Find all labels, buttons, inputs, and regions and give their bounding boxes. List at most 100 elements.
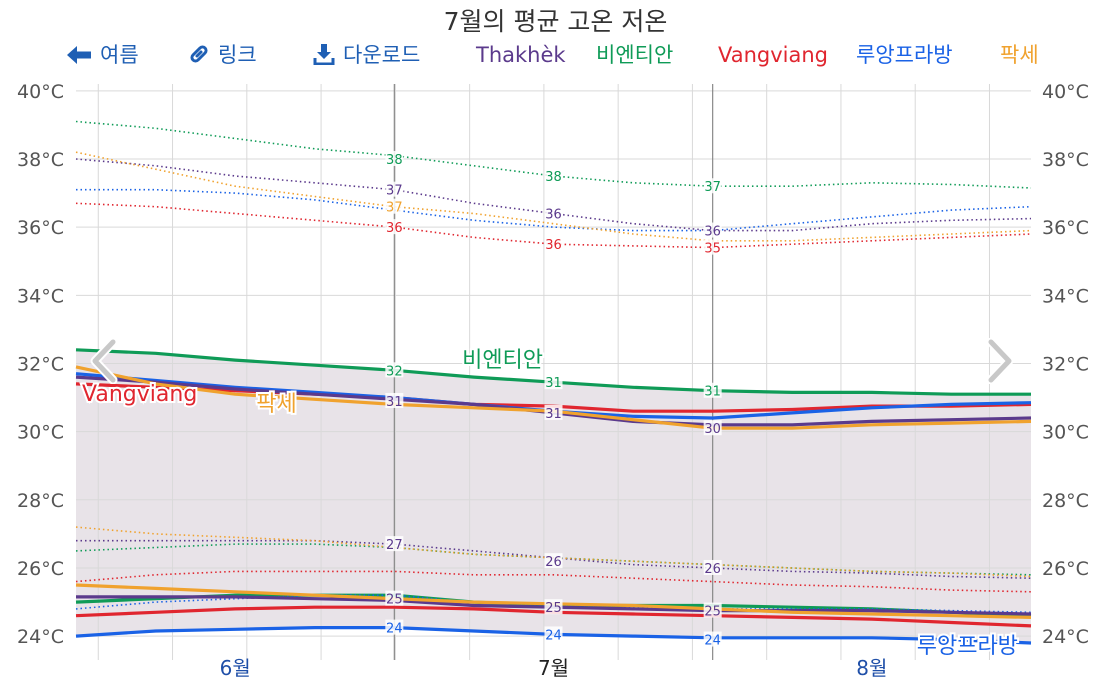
prev-button[interactable]	[86, 337, 120, 388]
value-label-bg	[385, 150, 404, 166]
value-label: 38	[545, 170, 562, 185]
value-label: 35	[704, 242, 721, 257]
value-label-bg	[385, 536, 404, 552]
x-tick-label: 8월	[856, 656, 887, 680]
y-tick-label-right: 32°C	[1042, 353, 1089, 375]
x-tick-label: 7월	[538, 656, 569, 680]
value-label: 37	[386, 201, 403, 216]
y-tick-label-left: 32°C	[17, 353, 64, 375]
toolbar: 여름 링크 다운로드 Thakhèk 비엔티안 Vangviang 루앙프라방 …	[0, 40, 1111, 72]
legend-label: 비엔티안	[596, 43, 674, 67]
value-label: 25	[704, 605, 721, 620]
chart-title: 7월의 평균 고온 저온	[443, 7, 668, 36]
value-label-bg	[544, 205, 563, 221]
value-label: 24	[704, 634, 721, 649]
value-label: 30	[704, 422, 721, 437]
value-label: 32	[386, 364, 403, 379]
value-label: 31	[545, 407, 562, 422]
value-label-bg	[703, 222, 722, 238]
series-record-low-line	[75, 570, 1032, 593]
value-label-bg	[544, 404, 563, 420]
temperature-band	[76, 349, 1031, 643]
value-label-bg	[385, 392, 404, 408]
value-label: 37	[386, 184, 403, 199]
legend-item-vangviang[interactable]: Vangviang	[718, 40, 828, 70]
back-button[interactable]: 여름	[66, 40, 139, 70]
value-label-bg	[544, 553, 563, 569]
value-label: 36	[704, 225, 721, 240]
series-name-label: 비엔티안	[462, 348, 543, 373]
value-label: 31	[704, 385, 721, 400]
arrow-left-icon	[67, 46, 91, 64]
value-label: 31	[386, 395, 403, 410]
link-icon	[190, 45, 208, 63]
y-tick-label-right: 28°C	[1042, 490, 1089, 512]
value-label: 37	[704, 180, 721, 195]
value-label: 25	[545, 601, 562, 616]
y-tick-label-left: 28°C	[17, 490, 64, 512]
axes: 24°C 24°C 26°C 26°C 28°C 28°C 30°C 30°C 32°C 32°C…	[17, 81, 1089, 680]
y-tick-label-right: 26°C	[1042, 558, 1089, 580]
value-label-bg	[703, 178, 722, 194]
value-labels: 38 37 37 36 38 36 36 37 36 35 32 31 31 31 31 30 27 25 24 26…	[80, 150, 1020, 661]
value-label: 36	[386, 221, 403, 236]
value-label-bg	[703, 382, 722, 398]
value-label-bg	[385, 219, 404, 235]
value-label-bg	[703, 559, 722, 575]
link-label: 링크	[218, 43, 257, 67]
back-label: 여름	[100, 43, 139, 67]
value-label: 36	[545, 208, 562, 223]
chevron-right-icon	[986, 337, 1014, 385]
y-tick-label-right: 40°C	[1042, 81, 1089, 103]
legend-item-luang-prabang[interactable]: 루앙프라방	[856, 40, 953, 70]
series-record-high-line	[75, 202, 1032, 249]
legend-item-vientiane[interactable]: 비엔티안	[596, 40, 673, 70]
legend-label: Vangviang	[718, 43, 829, 67]
legend-label: 루앙프라방	[856, 43, 953, 67]
value-label-bg	[544, 168, 563, 184]
y-tick-label-right: 24°C	[1042, 626, 1089, 648]
value-label-bg	[385, 590, 404, 606]
value-label-bg	[385, 362, 404, 378]
value-label: 26	[704, 562, 721, 577]
legend-label: 팍세	[1000, 43, 1039, 67]
value-label-bg	[385, 181, 404, 197]
value-label-bg	[703, 239, 722, 255]
value-label: 38	[386, 153, 403, 168]
y-tick-label-left: 34°C	[17, 285, 64, 307]
value-label-bg	[385, 198, 404, 214]
value-label: 24	[545, 628, 562, 643]
next-button[interactable]	[984, 337, 1018, 388]
download-button[interactable]: 다운로드	[313, 40, 420, 70]
y-tick-label-right: 34°C	[1042, 285, 1089, 307]
x-tick-label: 6월	[220, 656, 251, 680]
link-button[interactable]: 링크	[188, 40, 257, 70]
download-icon	[313, 44, 335, 66]
value-label-bg	[703, 602, 722, 618]
series-name-label: 팍세	[256, 392, 296, 417]
value-label: 31	[545, 376, 562, 391]
chevron-left-icon	[90, 337, 118, 385]
legend-item-thakhek[interactable]: Thakhèk	[476, 40, 566, 70]
y-tick-label-left: 36°C	[17, 217, 64, 239]
series-name-label: Vangviang	[82, 382, 197, 407]
y-tick-label-left: 24°C	[17, 626, 64, 648]
y-tick-label-left: 40°C	[17, 81, 64, 103]
series-record-low-line	[75, 526, 1032, 578]
y-tick-label-left: 26°C	[17, 558, 64, 580]
y-tick-label-left: 30°C	[17, 422, 64, 444]
value-label-bg	[544, 626, 563, 642]
value-label-bg	[544, 599, 563, 615]
high-low-band	[76, 349, 1031, 643]
legend-label: Thakhèk	[476, 43, 566, 67]
value-label: 36	[545, 238, 562, 253]
value-label: 26	[545, 555, 562, 570]
value-label-bg	[703, 420, 722, 436]
legend-item-pakse[interactable]: 팍세	[1000, 40, 1039, 70]
y-tick-label-left: 38°C	[17, 149, 64, 171]
y-tick-label-right: 30°C	[1042, 422, 1089, 444]
value-label-bg	[544, 236, 563, 252]
value-label-bg	[703, 631, 722, 647]
value-label: 25	[386, 593, 403, 608]
